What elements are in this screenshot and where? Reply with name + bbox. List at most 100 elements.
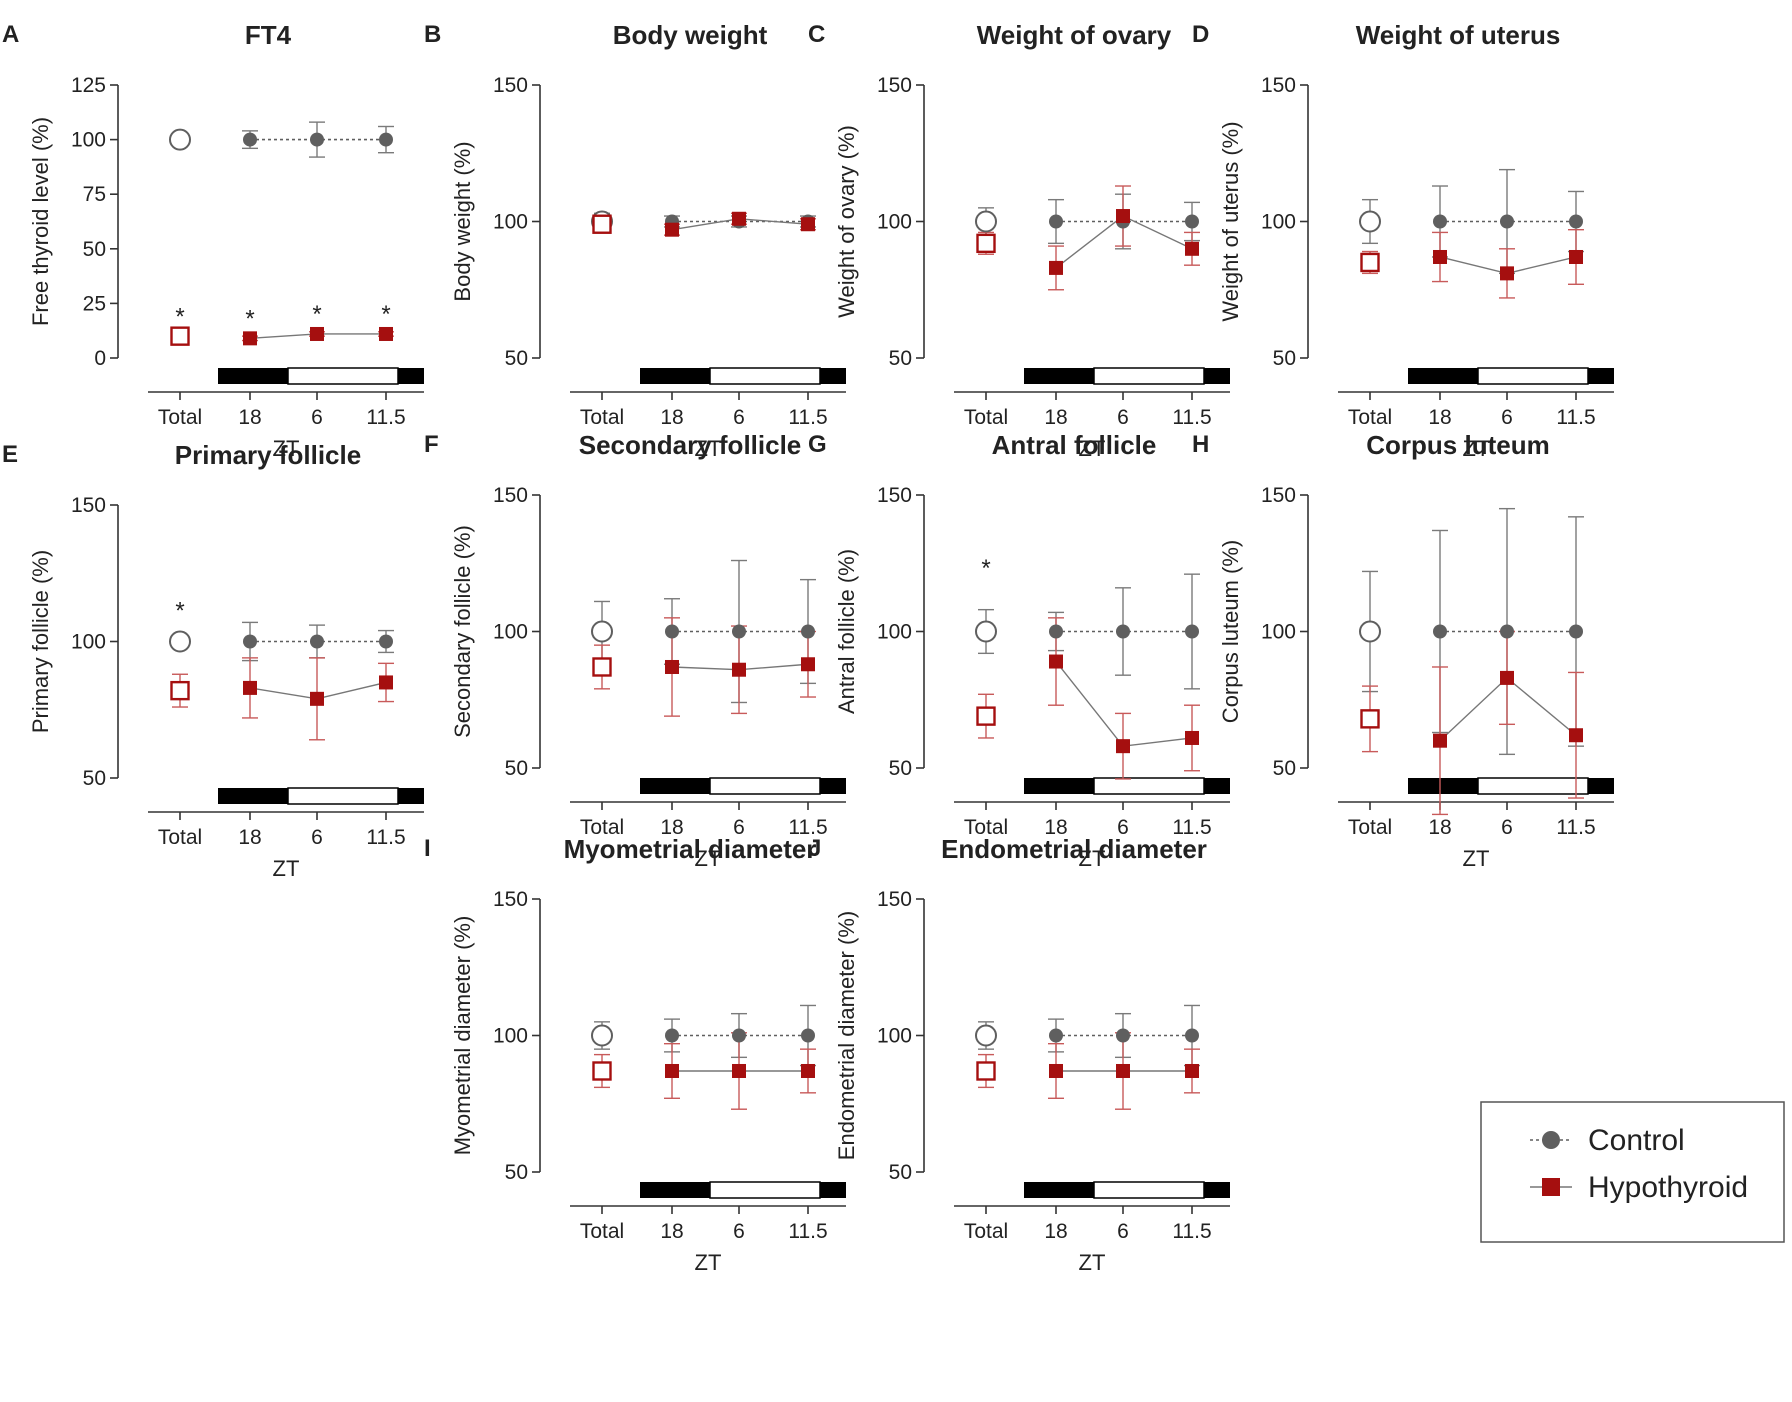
control-point xyxy=(379,634,393,649)
panel-title: Weight of uterus xyxy=(1356,20,1561,50)
dark-phase-bar xyxy=(820,1182,846,1198)
y-axis-label: Myometrial diameter (%) xyxy=(450,916,475,1156)
control-point xyxy=(1500,214,1514,229)
panel-letter: E xyxy=(2,441,18,468)
hypothyroid-point xyxy=(1116,739,1130,754)
y-tick-label: 150 xyxy=(877,484,912,507)
dark-phase-bar xyxy=(640,778,710,794)
hypothyroid-point xyxy=(1569,728,1583,743)
x-tick-label: Total xyxy=(158,406,202,429)
x-tick-label: 18 xyxy=(1044,406,1067,429)
y-tick-label: 100 xyxy=(877,211,912,234)
hypothyroid-point xyxy=(732,662,746,677)
significance-star: * xyxy=(981,555,990,582)
y-tick-label: 150 xyxy=(877,888,912,911)
legend-control-label: Control xyxy=(1588,1124,1685,1157)
y-tick-label: 100 xyxy=(493,1025,528,1048)
control-point xyxy=(1116,624,1130,639)
panel-g: G Antral follicle 50 100 150 Antral follicle … xyxy=(808,430,1230,871)
hypothyroid-point xyxy=(1500,266,1514,281)
y-tick-label: 125 xyxy=(71,74,106,97)
hypothyroid-point xyxy=(1049,1063,1063,1078)
x-tick-label: Total xyxy=(964,1220,1008,1243)
panel-letter: I xyxy=(424,835,431,862)
dark-phase-bar xyxy=(820,778,846,794)
dark-phase-bar xyxy=(1024,778,1094,794)
x-tick-label: 6 xyxy=(1117,1220,1129,1243)
y-tick-label: 150 xyxy=(493,484,528,507)
control-point-total xyxy=(169,128,191,151)
y-tick-label: 50 xyxy=(889,347,912,370)
y-tick-label: 150 xyxy=(877,74,912,97)
y-tick-label: 50 xyxy=(1273,347,1296,370)
hypothyroid-point xyxy=(732,1063,746,1078)
panel-title: Primary follicle xyxy=(175,440,361,470)
hypothyroid-point xyxy=(1185,730,1199,745)
control-point xyxy=(1185,624,1199,639)
x-axis-label: ZT xyxy=(1079,1250,1106,1275)
hypothyroid-point xyxy=(665,659,679,674)
panel-d: D Weight of uterus 50 100 150 Weight of uteru… xyxy=(1192,20,1614,461)
x-tick-label: 11.5 xyxy=(1556,406,1595,429)
x-tick-label: 18 xyxy=(660,1220,683,1243)
x-tick-label: Total xyxy=(580,406,624,429)
x-tick-label: 18 xyxy=(1044,1220,1067,1243)
y-axis-label: Corpus luteum (%) xyxy=(1218,540,1243,723)
hypothyroid-point-total xyxy=(170,326,190,346)
control-point xyxy=(1185,1028,1199,1043)
x-tick-label: 11.5 xyxy=(366,826,405,849)
hypothyroid-point-total xyxy=(592,1061,612,1081)
y-tick-label: 50 xyxy=(83,767,106,790)
panel-b: B Body weight 50 100 150 Body weight (%) Total… xyxy=(424,20,846,461)
x-tick-label: 18 xyxy=(660,816,683,839)
dark-phase-bar xyxy=(1588,368,1614,384)
y-tick-label: 150 xyxy=(71,494,106,517)
light-phase-bar xyxy=(1093,777,1205,795)
y-axis-label: Free thyroid level (%) xyxy=(28,117,53,326)
y-tick-label: 50 xyxy=(505,1161,528,1184)
panel-i: I Myometrial diameter 50 100 150 Myometrial d… xyxy=(424,834,846,1275)
x-axis-label: ZT xyxy=(273,436,300,461)
x-tick-label: 6 xyxy=(311,826,323,849)
control-point xyxy=(1569,624,1583,639)
significance-star: * xyxy=(381,301,390,328)
x-tick-label: 11.5 xyxy=(1172,816,1211,839)
light-phase-bar xyxy=(1477,367,1589,385)
y-tick-label: 50 xyxy=(505,757,528,780)
x-axis-label: ZT xyxy=(1463,846,1490,871)
control-point-total xyxy=(169,630,191,653)
y-tick-label: 0 xyxy=(94,347,106,370)
legend-hypothyroid-marker xyxy=(1542,1178,1560,1196)
x-tick-label: 6 xyxy=(733,1220,745,1243)
panel-letter: D xyxy=(1192,21,1209,48)
y-axis-label: Endometrial diameter (%) xyxy=(834,911,859,1160)
panel-title: Body weight xyxy=(613,20,768,50)
hypothyroid-point xyxy=(801,657,815,672)
dark-phase-bar xyxy=(1588,778,1614,794)
hypothyroid-point xyxy=(1116,1063,1130,1078)
panel-title: Weight of ovary xyxy=(977,20,1172,50)
hypothyroid-point xyxy=(732,211,746,226)
hypothyroid-point xyxy=(665,1063,679,1078)
hypothyroid-line xyxy=(1055,661,1193,747)
hypothyroid-point xyxy=(801,217,815,232)
panel-title: Antral follicle xyxy=(992,430,1157,460)
hypothyroid-point xyxy=(243,331,257,346)
control-point-total xyxy=(1359,620,1381,643)
x-axis-label: ZT xyxy=(1079,846,1106,871)
y-axis-label: Secondary follicle (%) xyxy=(450,525,475,738)
legend: Control Hypothyroid xyxy=(1480,1101,1785,1243)
x-tick-label: Total xyxy=(158,826,202,849)
hypothyroid-point-total xyxy=(976,1061,996,1081)
y-tick-label: 75 xyxy=(83,183,106,206)
control-point xyxy=(665,1028,679,1043)
panel-j: J Endometrial diameter 50 100 150 Endometrial… xyxy=(808,834,1230,1275)
panel-title: FT4 xyxy=(245,20,292,50)
dark-phase-bar xyxy=(1204,1182,1230,1198)
hypothyroid-point xyxy=(665,222,679,237)
y-tick-label: 50 xyxy=(889,757,912,780)
dark-phase-bar xyxy=(218,368,288,384)
y-axis-label: Primary follicle (%) xyxy=(28,550,53,733)
y-tick-label: 150 xyxy=(493,888,528,911)
control-point xyxy=(1569,214,1583,229)
